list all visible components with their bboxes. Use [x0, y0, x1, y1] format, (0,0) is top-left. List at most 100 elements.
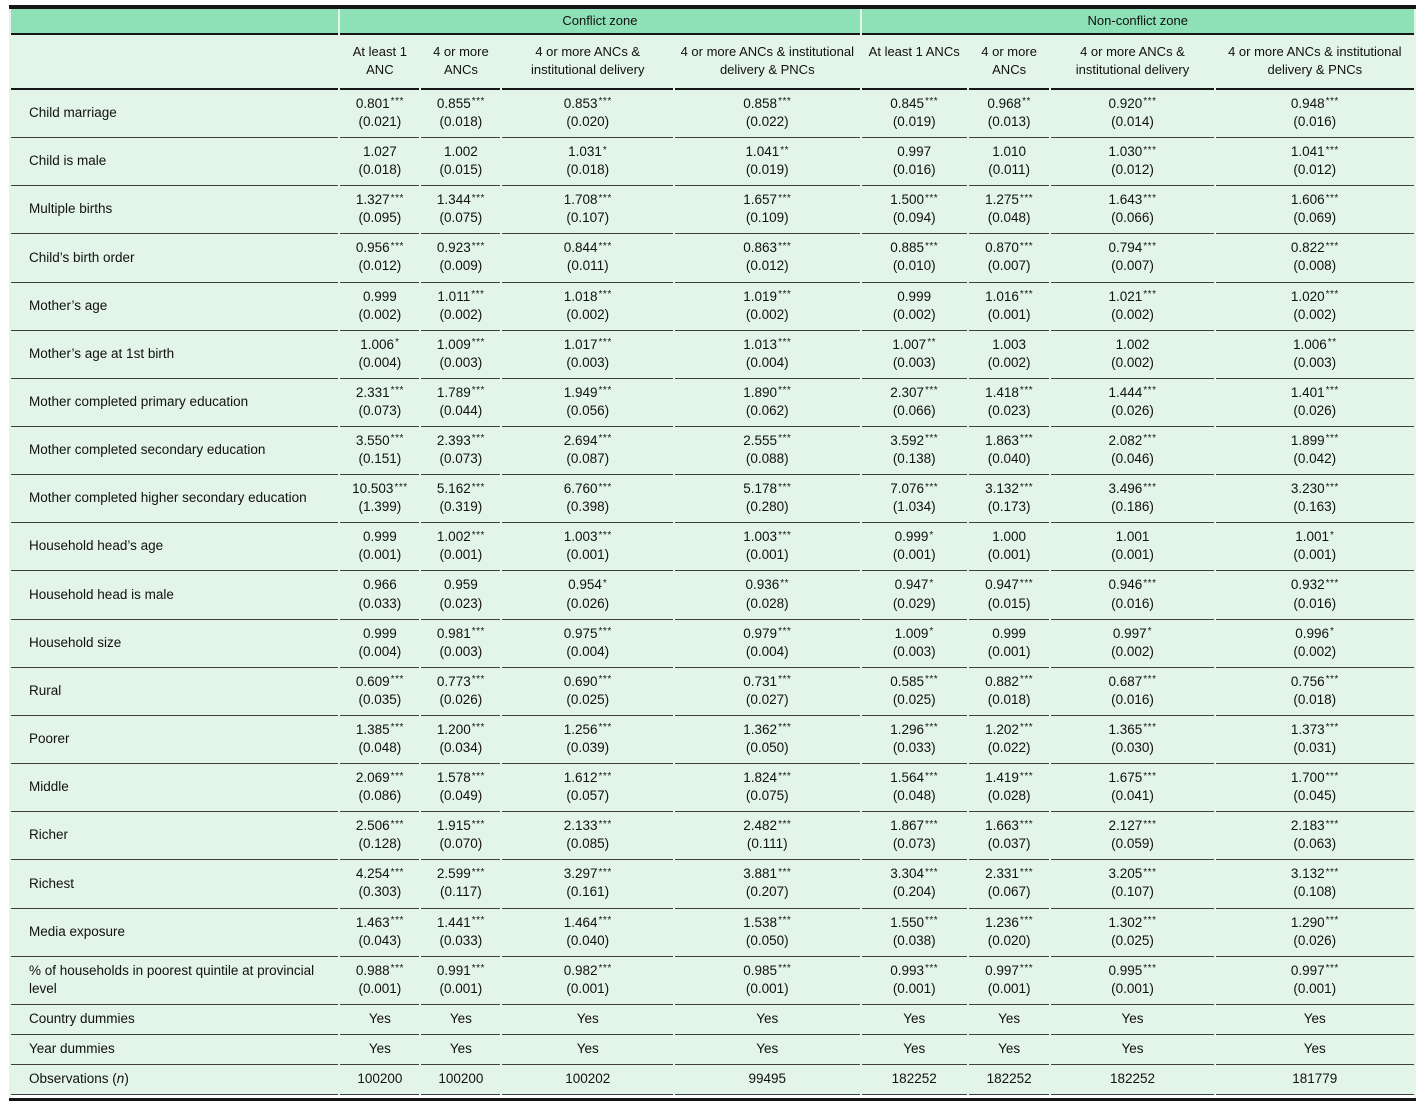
significance-stars: ***	[925, 818, 939, 830]
column-header-nonconflict-1anc: At least 1 ANCs	[861, 35, 967, 90]
value-cell: 1.011*** (0.002)	[421, 281, 501, 330]
column-header-conflict-4anc-delivery: 4 or more ANCs & institutional delivery	[502, 35, 674, 90]
table-row: Richer 2.506*** (0.128) 1.915*** (0.070) 2.13…	[11, 811, 1414, 860]
row-label: Mother completed secondary education	[11, 425, 339, 475]
odds-ratio-value: 182252	[986, 1071, 1032, 1086]
odds-ratio-value: 1.578***	[436, 770, 485, 786]
value-cell: Yes	[675, 1033, 860, 1064]
odds-ratio-value: 0.997***	[985, 962, 1034, 978]
value-cell: 0.853*** (0.020)	[502, 89, 674, 138]
significance-stars: *	[929, 577, 934, 589]
standard-error: (0.151)	[358, 451, 402, 467]
significance-stars: ***	[471, 337, 485, 349]
value-cell: Yes	[1215, 1033, 1414, 1064]
odds-ratio-value: 0.948***	[1290, 95, 1339, 111]
odds-ratio-value: 0.756***	[1290, 673, 1339, 689]
odds-ratio-value: 1.027	[362, 144, 397, 160]
odds-ratio-value: 1.643***	[1108, 192, 1157, 208]
odds-ratio-value: 0.999	[992, 625, 1027, 641]
value-cell: 1.463*** (0.043)	[340, 907, 420, 956]
value-cell: 0.885*** (0.010)	[861, 233, 967, 282]
value-cell: 1.002 (0.015)	[421, 137, 501, 186]
significance-stars: ***	[925, 96, 939, 108]
odds-ratio-value: 1.700***	[1290, 770, 1339, 786]
value-cell: 0.794*** (0.007)	[1051, 233, 1214, 282]
odds-ratio-value: 1.867***	[890, 818, 939, 834]
standard-error: (0.025)	[1111, 932, 1154, 948]
value-cell: 0.954* (0.026)	[502, 570, 674, 619]
significance-stars: **	[780, 144, 790, 156]
table-row: Mother completed secondary education 3.55…	[11, 425, 1414, 475]
value-cell: 1.020*** (0.002)	[1215, 281, 1414, 330]
value-cell: 1.418*** (0.023)	[968, 377, 1050, 426]
standard-error: (0.011)	[566, 258, 609, 274]
significance-stars: ***	[1143, 240, 1157, 252]
standard-error: (0.009)	[439, 258, 483, 274]
significance-stars: ***	[1019, 915, 1034, 927]
value-cell: 1.824*** (0.075)	[675, 763, 860, 812]
standard-error: (0.018)	[1293, 691, 1337, 707]
significance-stars: ***	[471, 192, 485, 204]
odds-ratio-value: 1.030***	[1108, 144, 1157, 160]
significance-stars: ***	[390, 385, 404, 397]
value-cell: 3.230*** (0.163)	[1215, 474, 1414, 523]
odds-ratio-value: 0.966	[362, 577, 397, 593]
standard-error: (0.044)	[439, 402, 483, 418]
table-row: Mother completed primary education 2.331*…	[11, 377, 1414, 426]
table-row: Poorer 1.385*** (0.048) 1.200*** (0.034) 1.25…	[11, 714, 1414, 764]
value-cell: 1.863*** (0.040)	[968, 425, 1050, 475]
odds-ratio-value: 10.503***	[352, 481, 408, 497]
standard-error: (0.001)	[358, 547, 402, 563]
value-cell: 0.946*** (0.016)	[1051, 570, 1214, 619]
standard-error: (0.007)	[987, 258, 1031, 274]
odds-ratio-value: 1.010	[992, 144, 1027, 160]
table-row: Household head’s age 0.999 (0.001) 1.002***…	[11, 522, 1414, 571]
value-cell: 2.331*** (0.067)	[968, 859, 1050, 908]
table-row: Household head is male 0.966 (0.033) 0.959 (…	[11, 570, 1414, 619]
value-cell: 0.609*** (0.035)	[340, 666, 420, 715]
standard-error: (0.001)	[1293, 980, 1337, 996]
significance-stars: ***	[1325, 915, 1339, 927]
odds-ratio-value: 0.946***	[1108, 577, 1157, 593]
standard-error: (0.012)	[1293, 162, 1337, 178]
significance-stars: ***	[1019, 385, 1034, 397]
odds-ratio-value: 2.133***	[563, 818, 612, 834]
standard-error: (0.001)	[1111, 547, 1154, 563]
row-label: Mother completed primary education	[11, 377, 339, 426]
value-cell: 1.016*** (0.001)	[968, 281, 1050, 330]
odds-ratio-value: 2.307***	[890, 384, 939, 400]
odds-ratio-value: Yes	[449, 1040, 472, 1056]
odds-ratio-value: 0.982***	[563, 962, 612, 978]
value-cell: 1.700*** (0.045)	[1215, 763, 1414, 812]
standard-error: (0.023)	[439, 595, 483, 611]
odds-ratio-value: Yes	[1121, 1040, 1144, 1056]
odds-ratio-value: 0.822***	[1290, 240, 1339, 256]
value-cell: 7.076*** (1.034)	[861, 474, 967, 523]
odds-ratio-value: 1.789***	[436, 384, 485, 400]
standard-error: (0.026)	[1111, 402, 1154, 418]
standard-error: (0.039)	[566, 739, 610, 755]
value-cell: 0.948*** (0.016)	[1215, 89, 1414, 138]
odds-ratio-value: 0.959	[444, 577, 478, 593]
significance-stars: ***	[390, 818, 404, 830]
value-cell: 1.001 (0.001)	[1051, 522, 1214, 571]
value-cell: Yes	[1215, 1003, 1414, 1034]
standard-error: (0.004)	[566, 643, 610, 659]
standard-error: (0.018)	[987, 691, 1031, 707]
row-label: Middle	[11, 763, 339, 812]
significance-stars: ***	[598, 722, 612, 734]
significance-stars: ***	[778, 674, 792, 686]
odds-ratio-value: 1.899***	[1290, 432, 1339, 448]
standard-error: (0.303)	[358, 884, 402, 900]
value-cell: 181779	[1215, 1064, 1414, 1096]
value-cell: 1.009* (0.003)	[861, 618, 967, 667]
odds-ratio-value: 2.069***	[355, 770, 404, 786]
significance-stars: ***	[598, 963, 612, 975]
significance-stars: ***	[778, 385, 792, 397]
bottom-spacer	[11, 1095, 1414, 1099]
standard-error: (0.046)	[1111, 451, 1154, 467]
value-cell: 0.999 (0.002)	[861, 281, 967, 330]
standard-error: (0.001)	[745, 547, 789, 563]
standard-error: (0.016)	[1293, 595, 1337, 611]
odds-ratio-value: 1.327***	[355, 192, 404, 208]
